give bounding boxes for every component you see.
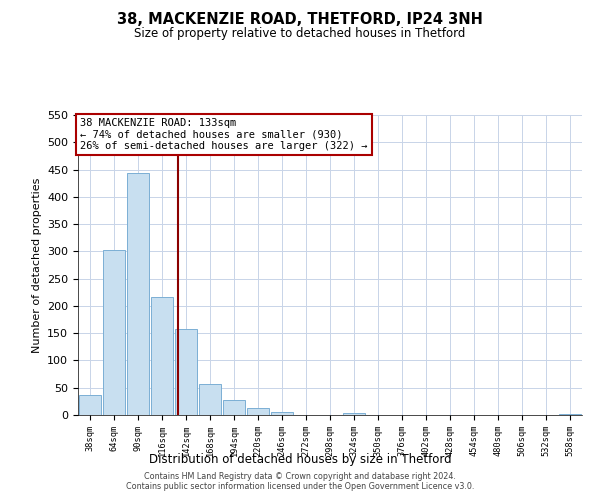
Bar bbox=[343, 414, 365, 415]
Bar bbox=[559, 414, 581, 415]
Text: Contains HM Land Registry data © Crown copyright and database right 2024.
Contai: Contains HM Land Registry data © Crown c… bbox=[126, 472, 474, 491]
Bar bbox=[103, 250, 125, 415]
Bar bbox=[247, 408, 269, 415]
Text: Distribution of detached houses by size in Thetford: Distribution of detached houses by size … bbox=[149, 452, 451, 466]
Bar bbox=[127, 174, 149, 415]
Text: 38 MACKENZIE ROAD: 133sqm
← 74% of detached houses are smaller (930)
26% of semi: 38 MACKENZIE ROAD: 133sqm ← 74% of detac… bbox=[80, 118, 368, 151]
Bar bbox=[79, 395, 101, 415]
Bar bbox=[223, 400, 245, 415]
Bar bbox=[175, 329, 197, 415]
Text: Size of property relative to detached houses in Thetford: Size of property relative to detached ho… bbox=[134, 28, 466, 40]
Bar bbox=[151, 296, 173, 415]
Text: 38, MACKENZIE ROAD, THETFORD, IP24 3NH: 38, MACKENZIE ROAD, THETFORD, IP24 3NH bbox=[117, 12, 483, 28]
Bar bbox=[199, 384, 221, 415]
Bar bbox=[271, 412, 293, 415]
Y-axis label: Number of detached properties: Number of detached properties bbox=[32, 178, 41, 352]
